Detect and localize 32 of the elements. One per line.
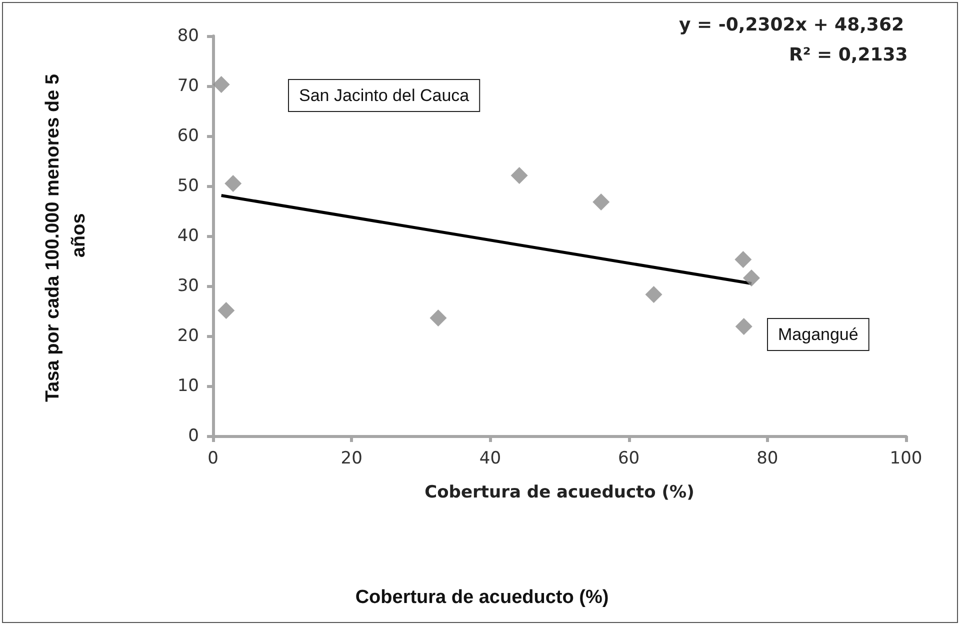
x-tick-label: 100 [890,448,922,468]
text: Cobertura de acueducto (%) [355,587,609,608]
point [510,167,528,184]
y-tick-label: 20 [177,326,199,346]
x-tick-label: 80 [756,448,778,468]
x-tick-label: 20 [340,448,362,468]
y-tick-label: 60 [177,126,199,146]
point [645,286,662,303]
annotation: Magangué [778,325,858,344]
y-tick-label: 40 [177,226,199,246]
y-tick-label: 0 [188,426,199,446]
annotation: San Jacinto del Cauca [299,86,470,105]
y-tick-label: 30 [177,276,199,296]
point [218,302,235,319]
x-tick-label: 60 [618,448,640,468]
x-tick-label: 0 [208,448,218,468]
y-tick-label: 10 [177,376,199,396]
point [734,251,752,268]
point [742,270,760,286]
point [592,194,610,210]
point [735,318,752,335]
y-tick-label: 70 [177,76,199,96]
point [224,175,242,192]
point [430,310,447,326]
x-axis-title: Cobertura de acueducto (%) [424,482,694,502]
annotation: R² = 0,2133 [789,44,908,66]
text: y = -0,2302x + 48,362 [679,14,904,36]
y-tick-label: 80 [177,26,199,46]
y-axis-title: Tasa por cada 100.000 menores de 5 años [42,74,90,402]
point [212,76,230,93]
x-tick-label: 40 [479,448,502,468]
y-tick-label: 50 [177,176,199,196]
